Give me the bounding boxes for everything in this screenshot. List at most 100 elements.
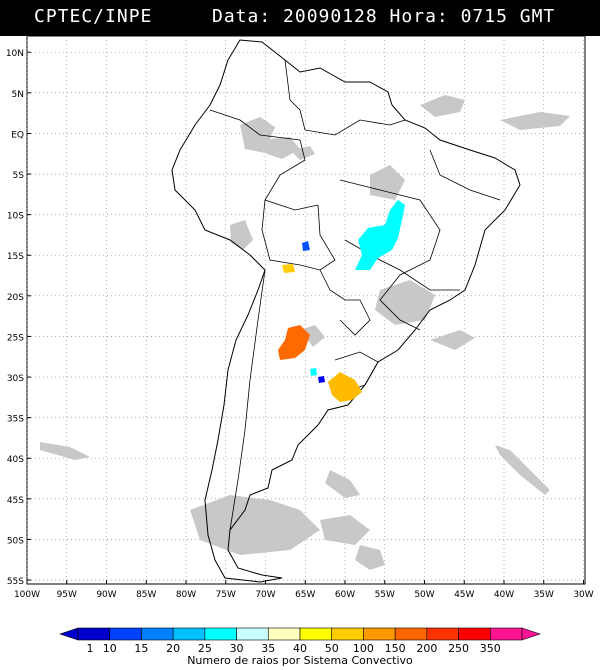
colorbar-tick: 30 xyxy=(230,642,244,655)
colorbar-swatch xyxy=(458,627,491,641)
map-frame xyxy=(26,35,586,585)
graticule: 10N 5N EQ 5S 10S 15S 20S 25S 30S 35S 40S 45S 50S 55S 1… xyxy=(6,36,594,600)
colorbar-title: Numero de raios por Sistema Convectivo xyxy=(187,654,413,667)
colorbar-swatch xyxy=(236,627,269,641)
colorbar-swatch xyxy=(299,627,333,641)
lat-label: 55S xyxy=(7,577,24,587)
system-paraguay-yellow xyxy=(282,264,295,273)
cloud-atlantic-4 xyxy=(40,442,90,460)
border-colombia-peru xyxy=(209,109,306,161)
lat-label: 25S xyxy=(7,333,24,343)
lon-label: 50W xyxy=(414,590,434,600)
colorbar-swatch xyxy=(141,627,174,641)
lon-label: 80W xyxy=(176,590,196,600)
colorbar-swatch xyxy=(109,627,142,641)
lon-label: 85W xyxy=(136,590,156,600)
border-brazil-north xyxy=(304,119,406,136)
border-brazil-states-2 xyxy=(429,149,501,201)
lon-label: 40W xyxy=(494,590,514,600)
colorbar-tick: 35 xyxy=(261,642,275,655)
colorbar-tick: 250 xyxy=(448,642,469,655)
colorbar-swatch xyxy=(267,627,301,641)
colorbar-tick: 10 xyxy=(103,642,117,655)
cloud-atlantic xyxy=(420,95,465,117)
cloud-argentina xyxy=(300,325,325,347)
datetime-label: Data: 20090128 Hora: 0715 GMT xyxy=(212,6,556,27)
colorbar-tick: 200 xyxy=(416,642,437,655)
colorbar-tick: 1 xyxy=(87,642,94,655)
lat-label: 20S xyxy=(7,293,24,303)
source-label: CPTEC/INPE xyxy=(34,6,153,27)
cloud-patagonia-2 xyxy=(320,515,370,545)
lon-label: 90W xyxy=(96,590,116,600)
lat-label: 15S xyxy=(7,252,24,262)
system-argentina-small-blue xyxy=(318,376,325,383)
system-argentina-orange xyxy=(278,325,310,360)
colorbar-arrow-left xyxy=(59,627,79,641)
lat-label: 35S xyxy=(7,415,24,425)
colorbar-swatch xyxy=(426,627,459,641)
cloud-amazon-2 xyxy=(260,137,300,159)
cloud-atlantic-2 xyxy=(500,112,570,130)
lon-label: 30W xyxy=(573,590,593,600)
lat-label: 40S xyxy=(7,455,24,465)
lon-label: 100W xyxy=(14,590,40,600)
lon-label: 55W xyxy=(375,590,395,600)
system-argentina-small-cyan xyxy=(310,368,317,376)
colorbar-swatch xyxy=(204,627,237,641)
lat-label: 10S xyxy=(7,212,24,222)
system-brazil-central xyxy=(355,200,405,270)
cloud-mid-south xyxy=(325,470,360,498)
cloud-far-south xyxy=(355,545,385,570)
colorbar-tick: 25 xyxy=(198,642,212,655)
border-brazil-states xyxy=(339,179,441,331)
system-uruguay-yellow xyxy=(328,372,362,402)
colorbar-tick: 40 xyxy=(293,642,307,655)
lon-label: 65W xyxy=(295,590,315,600)
lat-label: 10N xyxy=(6,49,24,59)
lon-label: 75W xyxy=(216,590,236,600)
border-argentina-chile xyxy=(229,269,266,531)
cloud-southeast xyxy=(375,280,435,325)
colorbar-tick: 100 xyxy=(353,642,374,655)
cloud-central xyxy=(370,165,405,200)
lon-label: 95W xyxy=(57,590,77,600)
colorbar-swatch xyxy=(331,627,364,641)
lon-label: 35W xyxy=(534,590,554,600)
colorbar-swatch xyxy=(77,627,111,641)
colorbar-swatch xyxy=(489,627,523,641)
lat-label: 45S xyxy=(7,496,24,506)
lat-label: EQ xyxy=(11,130,24,140)
cloud-patches xyxy=(40,95,570,570)
convective-systems xyxy=(278,200,405,402)
colorbar-swatch xyxy=(394,627,428,641)
system-bolivia-small xyxy=(302,241,310,251)
lat-label: 50S xyxy=(7,536,24,546)
colorbar-arrow-right xyxy=(521,627,541,641)
cloud-west xyxy=(230,220,253,250)
lightning-colorbar: 1 10 15 20 25 30 35 40 50 100 150 200 250 350 xyxy=(59,627,541,655)
lon-label: 45W xyxy=(454,590,474,600)
map-header: CPTEC/INPE Data: 20090128 Hora: 0715 GMT xyxy=(0,0,600,36)
colorbar-tick: 20 xyxy=(166,642,180,655)
lat-label: 30S xyxy=(7,374,24,384)
colorbar-tick: 50 xyxy=(325,642,339,655)
south-america-coast xyxy=(171,39,521,583)
lat-label: 5S xyxy=(13,171,25,181)
cloud-patagonia xyxy=(190,495,320,555)
lon-label: 60W xyxy=(335,590,355,600)
border-venezuela-colombia xyxy=(284,59,306,131)
cloud-north xyxy=(290,146,315,160)
lon-label: 70W xyxy=(255,590,275,600)
border-bolivia xyxy=(261,199,336,271)
border-paraguay xyxy=(319,269,371,336)
colorbar-tick: 350 xyxy=(480,642,501,655)
colorbar-swatch xyxy=(172,627,206,641)
cloud-atlantic-3 xyxy=(495,445,550,495)
colorbar-swatch xyxy=(363,627,396,641)
colorbar-tick: 150 xyxy=(385,642,406,655)
cloud-coast xyxy=(430,330,475,350)
colorbar-tick: 15 xyxy=(134,642,148,655)
lat-label: 5N xyxy=(12,90,24,100)
